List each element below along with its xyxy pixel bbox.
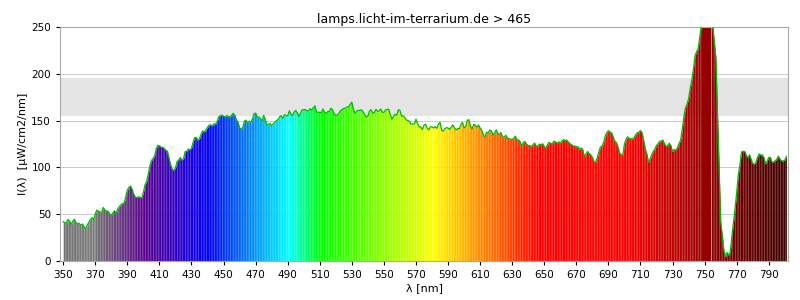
Bar xyxy=(60,79,788,116)
Title: lamps.licht-im-terrarium.de > 465: lamps.licht-im-terrarium.de > 465 xyxy=(317,13,531,26)
Y-axis label: I(λ)  [µW/cm2/nm]: I(λ) [µW/cm2/nm] xyxy=(18,93,29,195)
X-axis label: λ [nm]: λ [nm] xyxy=(406,283,442,293)
